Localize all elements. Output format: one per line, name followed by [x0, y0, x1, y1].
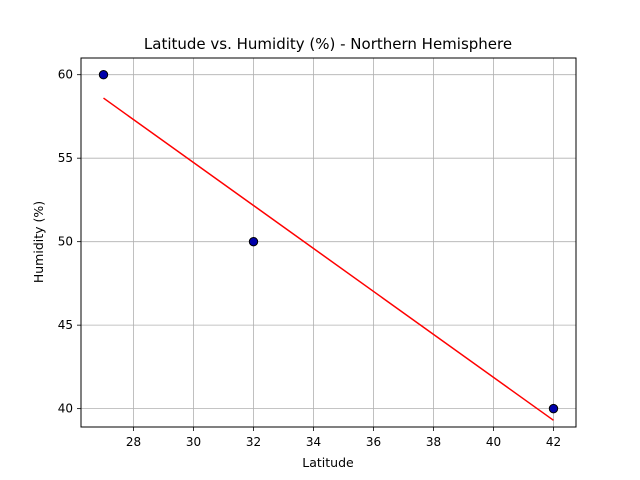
- plot-marks: [98, 69, 559, 421]
- x-tick-label: 40: [486, 435, 501, 449]
- x-tick-label: 36: [366, 435, 381, 449]
- x-axis-label: Latitude: [302, 455, 354, 470]
- x-tick-label: 38: [426, 435, 441, 449]
- x-tick-label: 28: [126, 435, 141, 449]
- chart-title: Latitude vs. Humidity (%) - Northern Hem…: [144, 35, 512, 53]
- x-tick-label: 42: [546, 435, 561, 449]
- scatter-point: [98, 69, 109, 80]
- scatter-point: [548, 403, 559, 414]
- grid-lines: [81, 58, 576, 427]
- regression-line: [103, 97, 554, 421]
- y-tick-label: 45: [58, 318, 73, 332]
- x-tick-label: 32: [246, 435, 261, 449]
- y-tick-label: 50: [58, 235, 73, 249]
- y-tick-label: 40: [58, 402, 73, 416]
- y-tick-label: 55: [58, 151, 73, 165]
- axis-ticks: 28 30 32 34 36 38 40 42 40 45 50 55 60: [58, 68, 561, 449]
- plot-frame: [80, 57, 577, 428]
- x-tick-label: 30: [186, 435, 201, 449]
- scatter-point: [248, 236, 259, 247]
- y-axis-label: Humidity (%): [31, 201, 46, 283]
- y-tick-label: 60: [58, 68, 73, 82]
- x-tick-label: 34: [306, 435, 321, 449]
